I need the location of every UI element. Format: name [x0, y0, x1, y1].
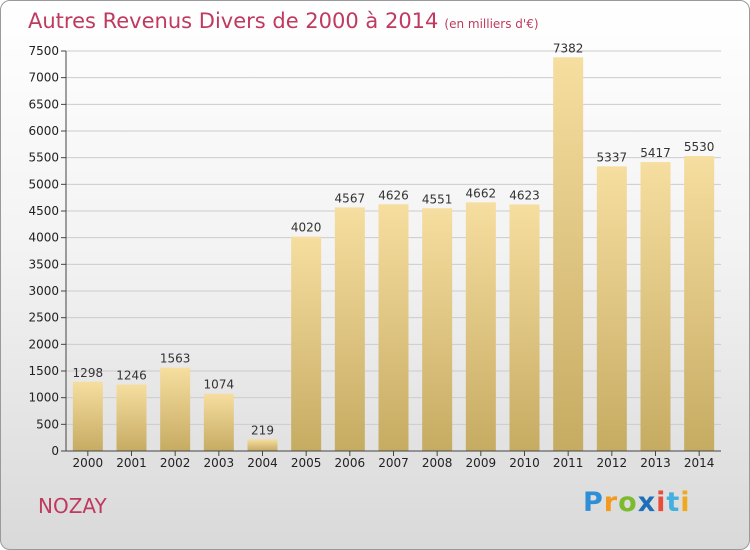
chart-title-text: Autres Revenus Divers de 2000 à 2014 — [28, 9, 439, 33]
x-tick-label: 2002 — [160, 456, 191, 470]
chart-title: Autres Revenus Divers de 2000 à 2014 (en … — [28, 9, 539, 33]
y-tick-label: 6500 — [28, 97, 59, 111]
bar-value-label: 4623 — [509, 188, 540, 202]
x-tick-label: 2014 — [684, 456, 715, 470]
bar-2010 — [509, 204, 540, 451]
bar-value-label: 7382 — [553, 41, 584, 55]
bar-2000 — [72, 381, 103, 451]
y-tick-label: 3500 — [28, 257, 59, 271]
bar-value-label: 1563 — [160, 352, 191, 366]
y-tick-label: 6000 — [28, 124, 59, 138]
x-tick-label: 2010 — [509, 456, 540, 470]
logo-letter-p: P — [583, 487, 604, 518]
y-tick-label: 1500 — [28, 364, 59, 378]
logo-letter-r: r — [603, 487, 619, 518]
bar-2007 — [378, 204, 409, 451]
y-tick-label: 3000 — [28, 284, 59, 298]
bar-2002 — [160, 367, 191, 451]
bar-2001 — [116, 384, 147, 451]
x-tick-label: 2009 — [466, 456, 497, 470]
proxiti-logo[interactable]: Proxiti — [583, 487, 691, 518]
bars: 1298 1246 1563 1074 219 4020 4567 4626 4551 4662 4… — [72, 41, 715, 452]
bar-value-label: 5530 — [684, 140, 715, 154]
x-tick-label: 2012 — [597, 456, 628, 470]
bar-value-label: 4662 — [466, 186, 497, 200]
chart-subtitle: (en milliers d'€) — [444, 17, 539, 31]
bar-value-label: 4567 — [335, 191, 366, 205]
axes: 0 500 1000 1500 2000 2500 3000 3500 4000 4500 5000… — [28, 44, 721, 470]
bar-value-label: 4551 — [422, 192, 453, 206]
y-tick-label: 7500 — [28, 44, 59, 58]
bar-value-label: 219 — [251, 423, 274, 437]
x-tick-label: 2013 — [640, 456, 671, 470]
x-tick-label: 2000 — [73, 456, 104, 470]
logo-letter-o: o — [618, 487, 638, 518]
x-tick-label: 2007 — [378, 456, 409, 470]
x-tick-label: 2001 — [116, 456, 147, 470]
bar-2011 — [553, 57, 584, 451]
x-tick-label: 2011 — [553, 456, 584, 470]
y-tick-label: 5500 — [28, 151, 59, 165]
bar-value-label: 5417 — [640, 146, 671, 160]
bar-2009 — [465, 202, 496, 451]
place-name: NOZAY — [38, 494, 107, 518]
logo-letter-i1: i — [656, 487, 667, 518]
bar-2005 — [291, 236, 322, 451]
bar-2012 — [596, 166, 627, 452]
bar-2006 — [334, 207, 365, 451]
bar-value-label: 5337 — [597, 150, 628, 164]
y-tick-label: 2000 — [28, 337, 59, 351]
y-tick-label: 0 — [51, 444, 59, 458]
logo-letter-i2: i — [680, 487, 691, 518]
logo-letter-x: x — [637, 487, 657, 518]
y-tick-label: 2500 — [28, 311, 59, 325]
bar-2008 — [422, 208, 453, 451]
bar-value-label: 4626 — [378, 188, 409, 202]
bar-2003 — [203, 393, 234, 451]
x-tick-label: 2003 — [204, 456, 235, 470]
x-tick-label: 2008 — [422, 456, 453, 470]
logo-letter-t: t — [666, 487, 681, 518]
bar-2004 — [247, 439, 278, 451]
y-tick-label: 7000 — [28, 71, 59, 85]
y-tick-label: 500 — [36, 417, 59, 431]
bar-2014 — [684, 156, 715, 452]
x-tick-label: 2006 — [335, 456, 366, 470]
y-tick-label: 4500 — [28, 204, 59, 218]
y-tick-label: 5000 — [28, 177, 59, 191]
bar-2013 — [640, 162, 671, 452]
x-tick-label: 2004 — [247, 456, 278, 470]
bar-value-label: 1074 — [204, 378, 235, 392]
y-tick-label: 1000 — [28, 391, 59, 405]
bar-value-label: 4020 — [291, 221, 322, 235]
bar-value-label: 1298 — [73, 366, 104, 380]
x-tick-label: 2005 — [291, 456, 322, 470]
y-tick-label: 4000 — [28, 231, 59, 245]
bar-value-label: 1246 — [116, 369, 147, 383]
